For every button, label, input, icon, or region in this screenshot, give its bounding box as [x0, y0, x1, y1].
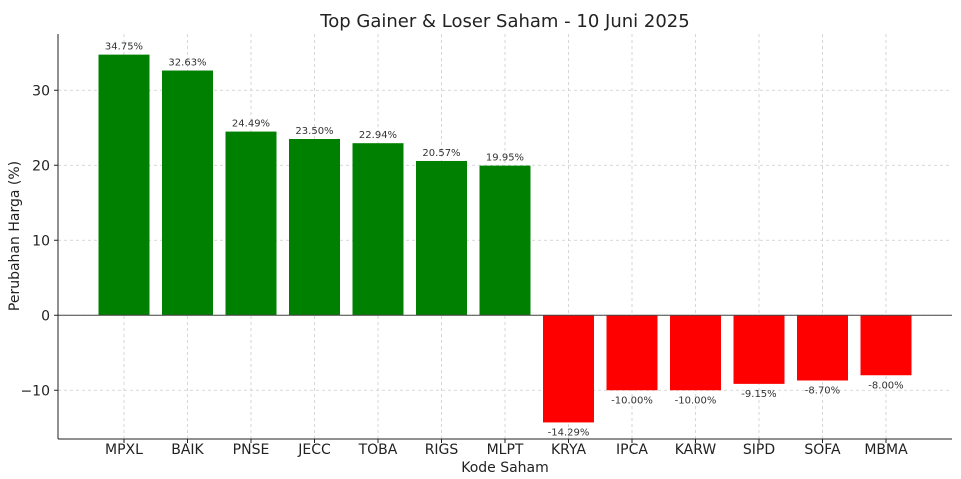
- data-label: 20.57%: [422, 148, 460, 159]
- x-tick-label: PNSE: [233, 442, 270, 458]
- data-label: 24.49%: [232, 119, 270, 130]
- bars: [98, 54, 912, 423]
- y-tick-label: 0: [41, 308, 50, 324]
- bar-karw: [670, 315, 721, 391]
- data-label: 32.63%: [168, 58, 206, 69]
- y-tick-label: 10: [32, 233, 50, 249]
- bar-mbma: [860, 315, 912, 376]
- bar-baik: [162, 70, 213, 316]
- axes: [54, 34, 952, 443]
- data-label: -8.00%: [868, 380, 903, 391]
- data-label: -8.70%: [805, 386, 840, 397]
- bar-mpxl: [98, 54, 150, 316]
- labels: −10 0 10 20 30 MPXL BAIK PNSE JECC TOBA RIGS MLPT KR…: [20, 42, 908, 458]
- x-axis-title: Kode Saham: [461, 460, 549, 476]
- bar-sofa: [797, 315, 848, 381]
- x-tick-label: KARW: [675, 442, 717, 458]
- x-tick-label: TOBA: [358, 442, 398, 458]
- bar-sipd: [733, 315, 785, 384]
- data-label: -14.29%: [548, 427, 590, 438]
- bar-krya: [543, 315, 594, 423]
- x-tick-label: BAIK: [171, 442, 204, 458]
- bar-ipca: [606, 315, 658, 391]
- data-label: 23.50%: [295, 126, 333, 137]
- x-tick-label: MLPT: [487, 442, 524, 458]
- y-tick-label: −10: [20, 383, 50, 399]
- x-tick-label: KRYA: [551, 442, 586, 458]
- x-tick-label: MPXL: [105, 442, 143, 458]
- x-tick-label: IPCA: [616, 442, 648, 458]
- x-tick-label: SOFA: [804, 442, 841, 458]
- bar-mlpt: [479, 165, 531, 316]
- x-tick-label: RIGS: [425, 442, 459, 458]
- x-tick-label: MBMA: [864, 442, 908, 458]
- chart-title: Top Gainer & Loser Saham - 10 Juni 2025: [319, 11, 689, 32]
- data-label: 19.95%: [486, 153, 524, 164]
- x-tick-label: JECC: [297, 442, 331, 458]
- x-tick-label: SIPD: [743, 442, 775, 458]
- data-label: -9.15%: [741, 389, 776, 400]
- y-axis-title: Perubahan Harga (%): [7, 161, 23, 311]
- data-label: -10.00%: [611, 395, 653, 406]
- y-tick-label: 20: [32, 158, 50, 174]
- bar-toba: [352, 143, 404, 316]
- y-tick-label: 30: [32, 83, 50, 99]
- bar-jecc: [289, 139, 340, 316]
- bar-pnse: [225, 131, 277, 316]
- data-label: 22.94%: [359, 130, 397, 141]
- data-label: 34.75%: [105, 42, 143, 53]
- data-label: -10.00%: [675, 395, 717, 406]
- bar-rigs: [416, 160, 467, 316]
